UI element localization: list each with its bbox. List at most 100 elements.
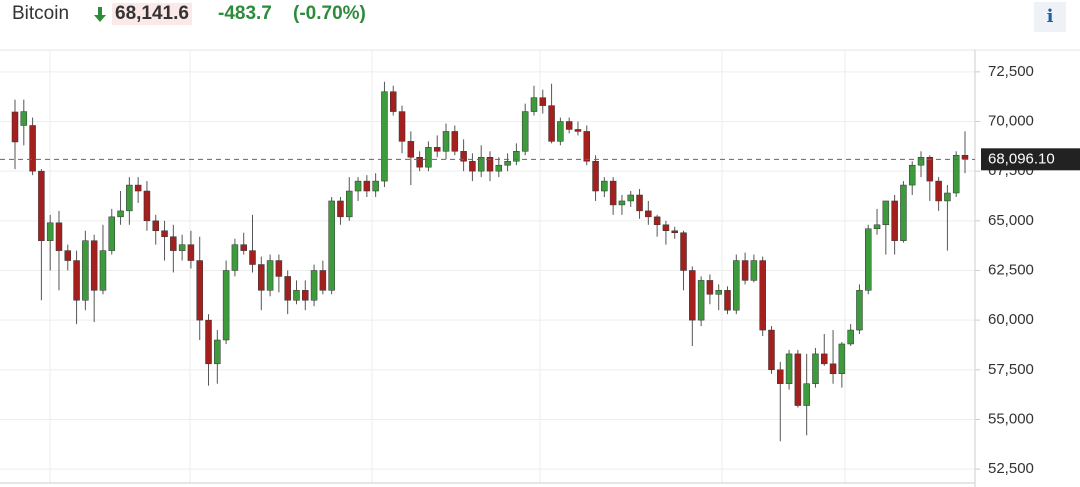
candle-body — [477, 157, 485, 172]
candle-body — [82, 240, 89, 301]
last-price-label: 68,096.10 — [988, 150, 1055, 167]
candle-body — [821, 353, 828, 365]
candle-body — [73, 260, 80, 301]
candle-body — [126, 184, 133, 212]
candle-body — [759, 260, 766, 331]
candle-body — [653, 216, 661, 226]
candle-body — [328, 200, 335, 291]
candle-body — [196, 260, 203, 321]
candle-body — [214, 339, 221, 365]
candle-body — [372, 180, 379, 192]
candle-body — [38, 170, 45, 241]
candle-body — [557, 121, 564, 142]
candle-body — [486, 157, 494, 172]
candle-body — [574, 129, 582, 132]
y-tick-label: 70,000 — [988, 112, 1034, 129]
candle-body — [583, 131, 591, 162]
candle-body — [733, 260, 740, 311]
candle-body — [944, 192, 951, 202]
candle-body — [838, 343, 846, 375]
candle-body — [134, 184, 142, 192]
candle-body — [354, 180, 362, 192]
candle-body — [46, 222, 54, 241]
candle-body — [794, 353, 802, 406]
candle-body — [319, 270, 327, 291]
candle-body — [504, 160, 511, 166]
candle-body — [143, 190, 151, 222]
candle-body — [11, 111, 19, 143]
candle-body — [680, 232, 687, 271]
y-tick-label: 52,500 — [988, 460, 1034, 477]
candle-body — [592, 160, 599, 192]
candle-body — [451, 131, 459, 152]
candle-body — [275, 260, 283, 277]
candle-body — [460, 151, 467, 162]
candle-body — [170, 236, 177, 251]
candle-body — [539, 97, 547, 106]
candle-body — [873, 224, 881, 230]
y-tick-label: 62,500 — [988, 261, 1034, 278]
y-tick-label: 57,500 — [988, 361, 1034, 378]
candle-body — [891, 200, 898, 241]
y-tick-label: 72,500 — [988, 63, 1034, 80]
candle-body — [187, 244, 195, 261]
candle-body — [741, 260, 749, 281]
candle-body — [55, 222, 63, 251]
candle-body — [724, 290, 731, 311]
change-percent: (-0.70%) — [293, 3, 366, 24]
candle-body — [882, 200, 890, 226]
candle-body — [697, 280, 705, 321]
candle-body — [662, 224, 670, 231]
candle-body — [310, 270, 318, 301]
candle-body — [178, 244, 186, 251]
candle-body — [222, 270, 230, 341]
candle-body — [812, 353, 819, 384]
candle-body — [266, 260, 274, 291]
candle-body — [803, 383, 810, 406]
down-arrow — [94, 7, 106, 22]
candle-body — [926, 157, 934, 182]
candle-body — [442, 131, 450, 152]
candle-body — [750, 260, 758, 281]
candle-body — [205, 319, 212, 365]
candle-body — [240, 244, 247, 251]
candle-body — [689, 270, 696, 321]
candle-body — [152, 220, 159, 231]
candle-body — [900, 184, 907, 241]
candle-body — [548, 105, 555, 142]
candle-body — [627, 194, 634, 202]
candle-body — [864, 228, 872, 291]
candle-body — [258, 264, 265, 291]
candle-body — [530, 97, 538, 112]
header: Bitcoin 68,141.6 -483.7 (-0.70%) i — [0, 0, 1080, 32]
candle-body — [346, 190, 353, 218]
candle-body — [108, 216, 116, 251]
candle-body — [407, 141, 415, 158]
candle-body — [961, 155, 969, 160]
candle-body — [99, 250, 107, 291]
candle-body — [337, 200, 344, 218]
candle-body — [433, 147, 441, 152]
price: 68,141.6 — [112, 3, 192, 25]
candle-body — [768, 329, 775, 371]
candle-body — [90, 240, 98, 291]
candle-body — [117, 210, 124, 218]
candle-body — [636, 194, 643, 212]
candle-body — [856, 290, 863, 331]
candle-body — [521, 111, 529, 152]
candle-body — [161, 230, 168, 237]
y-tick-label: 60,000 — [988, 311, 1034, 328]
y-tick-label: 65,000 — [988, 212, 1034, 229]
candle-body — [469, 160, 476, 172]
candle-body — [495, 164, 503, 172]
candle-body — [513, 151, 520, 162]
candle-body — [29, 125, 36, 172]
last-price-box — [981, 148, 1080, 171]
candle-body — [416, 157, 423, 168]
info-button[interactable]: i — [1034, 2, 1066, 32]
candle-body — [284, 276, 291, 301]
separators — [49, 50, 846, 483]
y-tick-label: 55,000 — [988, 410, 1034, 427]
